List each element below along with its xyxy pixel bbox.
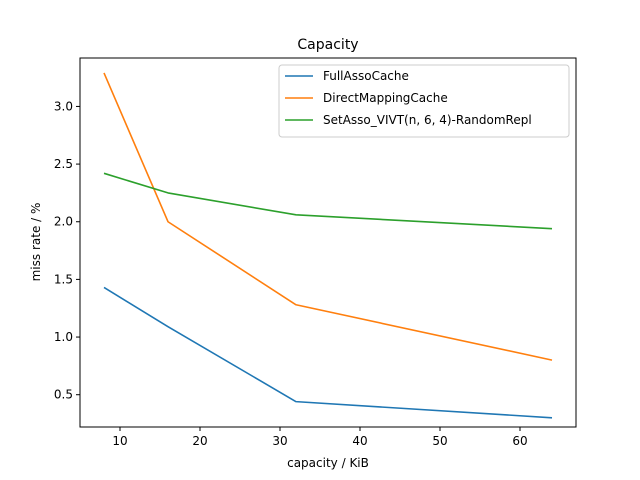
- y-tick-label: 3.0: [54, 99, 73, 113]
- series-line: [103, 286, 553, 419]
- y-tick-label: 2.0: [54, 215, 73, 229]
- x-tick-label: 60: [512, 434, 527, 448]
- y-tick-label: 1.0: [54, 330, 73, 344]
- x-tick-label: 20: [192, 434, 207, 448]
- x-tick-label: 40: [352, 434, 367, 448]
- axes-frame: [79, 57, 577, 428]
- legend-entry: DirectMappingCache: [323, 91, 448, 105]
- x-tick-label: 50: [432, 434, 447, 448]
- series-line: [103, 72, 553, 361]
- legend-entry: FullAssoCache: [323, 69, 409, 83]
- series-line: [103, 172, 553, 230]
- y-tick-label: 1.5: [54, 272, 73, 286]
- legend-box: [278, 64, 570, 138]
- plot-area: [103, 72, 553, 419]
- x-tick-label: 30: [272, 434, 287, 448]
- chart-title: Capacity: [297, 37, 358, 53]
- y-tick-label: 0.5: [54, 388, 73, 402]
- x-axis-label: capacity / KiB: [287, 456, 369, 470]
- y-axis: 0.5 1.0 1.5 2.0 2.5 3.0: [54, 99, 80, 402]
- y-axis-label: miss rate / %: [29, 203, 43, 282]
- legend: FullAssoCache DirectMappingCache SetAsso_V…: [278, 64, 570, 138]
- legend-entry: SetAsso_VIVT(n, 6, 4)-RandomRepl: [323, 113, 532, 127]
- x-tick-label: 10: [112, 434, 127, 448]
- y-tick-label: 2.5: [54, 157, 73, 171]
- x-axis: 10 20 30 40 50 60: [112, 427, 528, 448]
